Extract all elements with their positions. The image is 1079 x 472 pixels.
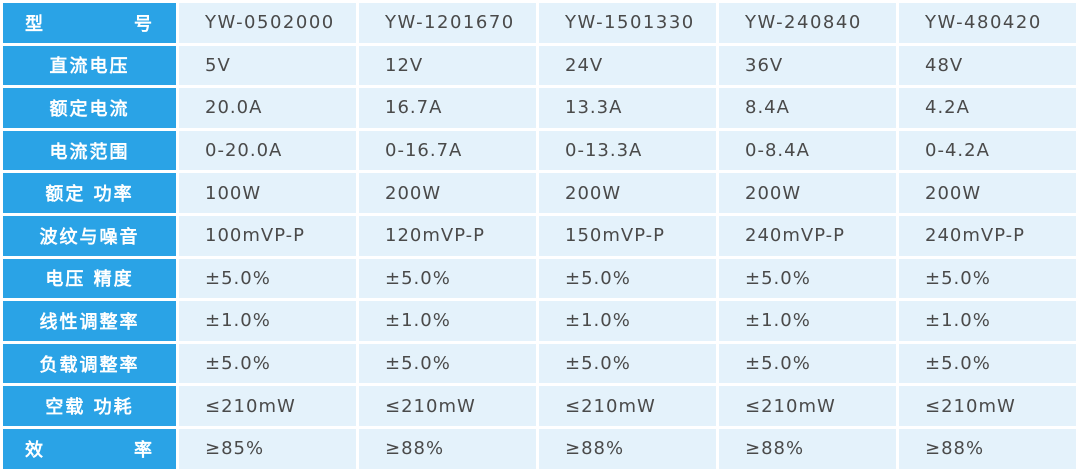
table-cell: 20.0A xyxy=(179,88,356,128)
table-cell: ±1.0% xyxy=(539,301,716,341)
table-cell: ≤210mW xyxy=(359,386,536,426)
model-name: YW-1501330 xyxy=(539,3,716,43)
table-row-rated-power: 额定 功率 100W 200W 200W 200W 200W xyxy=(3,173,1076,213)
row-label: 效 率 xyxy=(3,428,176,469)
table-cell: ±1.0% xyxy=(719,301,896,341)
row-label: 线性调整率 xyxy=(3,301,176,341)
table-cell: 48V xyxy=(899,45,1076,86)
table-cell: 4.2A xyxy=(899,88,1076,128)
table-cell: 0-8.4A xyxy=(719,130,896,171)
table-cell: ≥88% xyxy=(899,428,1076,469)
table-row-voltage-accuracy: 电压 精度 ±5.0% ±5.0% ±5.0% ±5.0% ±5.0% xyxy=(3,258,1076,299)
table-cell: 120mVP-P xyxy=(359,215,536,256)
table-cell: ≥88% xyxy=(359,428,536,469)
row-label: 波纹与噪音 xyxy=(3,215,176,256)
table-cell: 150mVP-P xyxy=(539,215,716,256)
table-cell: ≤210mW xyxy=(179,386,356,426)
table-cell: ≥88% xyxy=(539,428,716,469)
table-cell: ±5.0% xyxy=(359,258,536,299)
table-cell: 100mVP-P xyxy=(179,215,356,256)
row-label: 电流范围 xyxy=(3,130,176,171)
table-cell: 240mVP-P xyxy=(899,215,1076,256)
table-cell: ±5.0% xyxy=(899,258,1076,299)
table-cell: ≥88% xyxy=(719,428,896,469)
table-header-row: 型 号 YW-0502000 YW-1201670 YW-1501330 YW-… xyxy=(3,3,1076,43)
table-cell: 240mVP-P xyxy=(719,215,896,256)
row-label: 额定 功率 xyxy=(3,173,176,213)
table-cell: 200W xyxy=(359,173,536,213)
table-cell: ≤210mW xyxy=(539,386,716,426)
table-cell: 0-13.3A xyxy=(539,130,716,171)
table-row-ripple-noise: 波纹与噪音 100mVP-P 120mVP-P 150mVP-P 240mVP-… xyxy=(3,215,1076,256)
table-cell: ±5.0% xyxy=(359,343,536,384)
table-cell: ±5.0% xyxy=(179,258,356,299)
table-cell: ±5.0% xyxy=(539,343,716,384)
row-label: 直流电压 xyxy=(3,45,176,86)
table-cell: 0-20.0A xyxy=(179,130,356,171)
row-label: 负载调整率 xyxy=(3,343,176,384)
row-label-model: 型 号 xyxy=(3,3,176,43)
table-cell: ±1.0% xyxy=(899,301,1076,341)
table-cell: ±1.0% xyxy=(359,301,536,341)
model-name: YW-0502000 xyxy=(179,3,356,43)
table-row-rated-current: 额定电流 20.0A 16.7A 13.3A 8.4A 4.2A xyxy=(3,88,1076,128)
table-row-efficiency: 效 率 ≥85% ≥88% ≥88% ≥88% ≥88% xyxy=(3,428,1076,469)
table-cell: 100W xyxy=(179,173,356,213)
table-cell: 0-16.7A xyxy=(359,130,536,171)
model-name: YW-480420 xyxy=(899,3,1076,43)
table-cell: 13.3A xyxy=(539,88,716,128)
table-cell: ±1.0% xyxy=(179,301,356,341)
table-cell: 200W xyxy=(899,173,1076,213)
row-label: 额定电流 xyxy=(3,88,176,128)
table-cell: ≤210mW xyxy=(719,386,896,426)
row-label: 电压 精度 xyxy=(3,258,176,299)
table-cell: ±5.0% xyxy=(179,343,356,384)
table-row-dc-voltage: 直流电压 5V 12V 24V 36V 48V xyxy=(3,45,1076,86)
table-cell: 0-4.2A xyxy=(899,130,1076,171)
table-cell: 200W xyxy=(539,173,716,213)
table-row-current-range: 电流范围 0-20.0A 0-16.7A 0-13.3A 0-8.4A 0-4.… xyxy=(3,130,1076,171)
table-cell: 200W xyxy=(719,173,896,213)
model-name: YW-240840 xyxy=(719,3,896,43)
table-row-no-load-power: 空载 功耗 ≤210mW ≤210mW ≤210mW ≤210mW ≤210mW xyxy=(3,386,1076,426)
table-cell: 8.4A xyxy=(719,88,896,128)
table-cell: ±5.0% xyxy=(719,343,896,384)
table-row-line-regulation: 线性调整率 ±1.0% ±1.0% ±1.0% ±1.0% ±1.0% xyxy=(3,301,1076,341)
model-name: YW-1201670 xyxy=(359,3,536,43)
table-cell: 5V xyxy=(179,45,356,86)
table-cell: 36V xyxy=(719,45,896,86)
table-cell: 24V xyxy=(539,45,716,86)
table-cell: ≤210mW xyxy=(899,386,1076,426)
table-cell: 12V xyxy=(359,45,536,86)
table-cell: ±5.0% xyxy=(899,343,1076,384)
table-cell: ±5.0% xyxy=(719,258,896,299)
table-row-load-regulation: 负载调整率 ±5.0% ±5.0% ±5.0% ±5.0% ±5.0% xyxy=(3,343,1076,384)
table-cell: ≥85% xyxy=(179,428,356,469)
row-label: 空载 功耗 xyxy=(3,386,176,426)
table-cell: 16.7A xyxy=(359,88,536,128)
table-cell: ±5.0% xyxy=(539,258,716,299)
